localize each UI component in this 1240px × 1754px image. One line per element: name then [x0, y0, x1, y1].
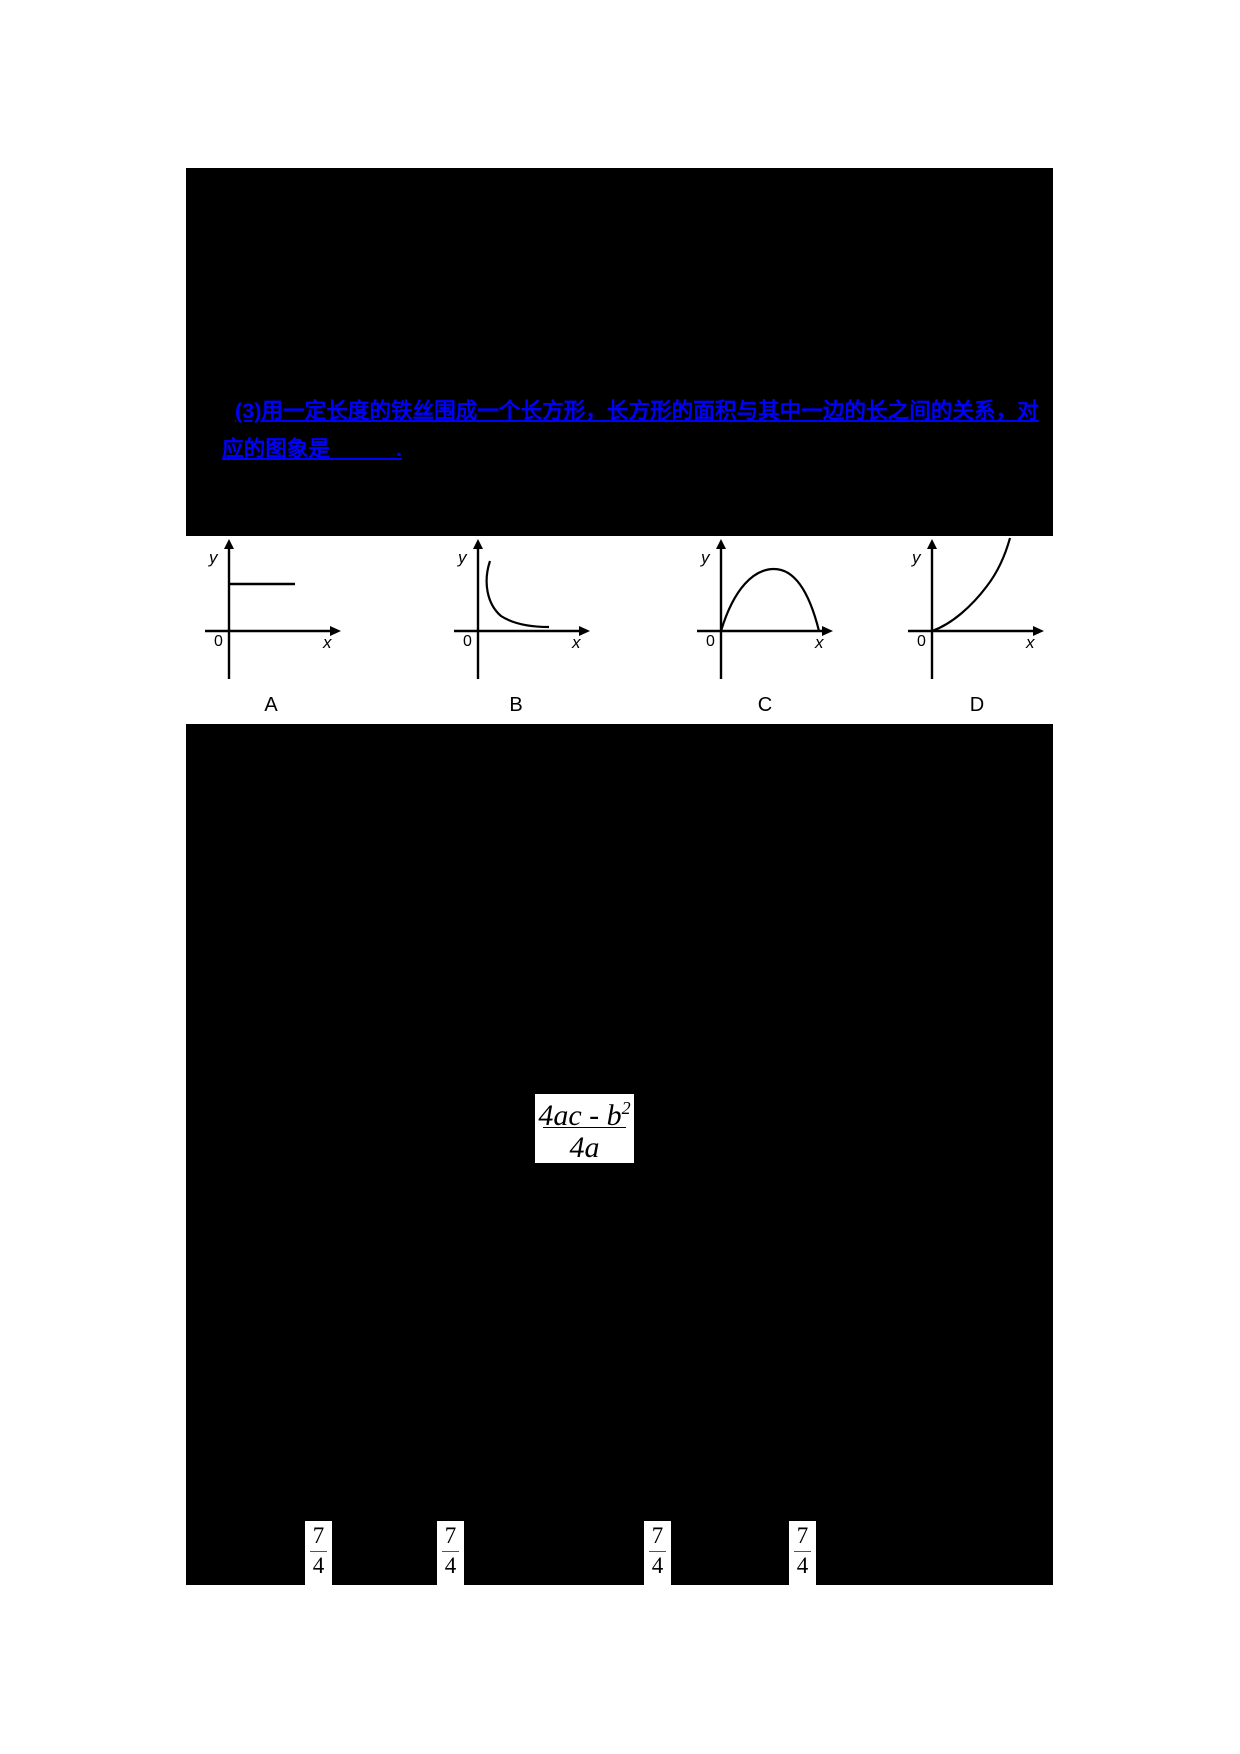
svg-text:x: x [322, 633, 332, 652]
svg-text:0: 0 [463, 633, 472, 650]
svg-text:B: B [509, 694, 522, 716]
svg-text:y: y [208, 548, 219, 567]
svg-text:x: x [814, 633, 824, 652]
svg-text:y: y [911, 548, 922, 567]
svg-text:C: C [758, 694, 772, 716]
svg-text:A: A [264, 694, 278, 716]
svg-text:0: 0 [706, 633, 715, 650]
svg-text:y: y [700, 548, 711, 567]
svg-text:x: x [1025, 633, 1035, 652]
svg-text:D: D [970, 694, 984, 716]
svg-text:x: x [571, 633, 581, 652]
svg-text:0: 0 [917, 633, 926, 650]
svg-text:0: 0 [214, 633, 223, 650]
svg-text:y: y [457, 548, 468, 567]
